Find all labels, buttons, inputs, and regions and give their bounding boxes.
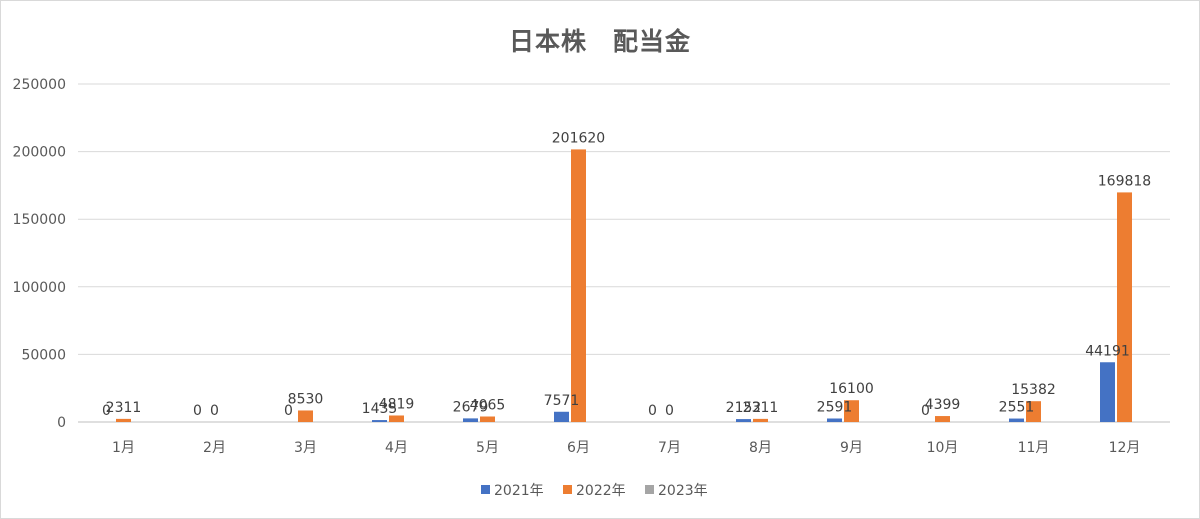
y-tick-label: 50000: [21, 347, 66, 363]
x-tick-label: 4月: [385, 440, 408, 456]
x-axis-ticks: 1月 2月 3月 4月 5月 6月 7月 8月 9月 10月 11月 12月: [112, 440, 1140, 456]
data-label: 0: [284, 403, 293, 419]
bar-2022年: [571, 149, 586, 422]
bar-2022年: [116, 418, 131, 422]
data-label: 15382: [1011, 382, 1056, 398]
bar-2022年: [1026, 401, 1041, 422]
data-label: 44191: [1085, 343, 1130, 359]
x-tick-label: 8月: [749, 440, 772, 456]
bar-2021年: [554, 411, 569, 422]
data-label: 1435: [362, 401, 398, 417]
legend-swatch: [563, 485, 572, 494]
gridlines: [78, 83, 1170, 423]
data-label: 2152: [726, 400, 762, 416]
y-axis-ticks: 0 50000 100000 150000 200000 250000: [13, 77, 66, 431]
y-tick-label: 100000: [13, 280, 66, 296]
x-tick-label: 9月: [840, 440, 863, 456]
data-label: 4065: [470, 398, 506, 414]
bar-2021年: [736, 419, 751, 422]
data-label: 2591: [817, 399, 853, 415]
data-label: 4399: [925, 397, 961, 413]
data-label: 0: [648, 403, 657, 419]
bars: [116, 149, 1132, 422]
data-label: 16100: [829, 381, 874, 397]
chart-title: 日本株 配当金: [508, 27, 691, 56]
bar-2022年: [844, 400, 859, 422]
data-label: 2311: [743, 400, 779, 416]
y-tick-label: 0: [57, 415, 66, 431]
y-tick-label: 150000: [13, 212, 66, 228]
legend-label: 2021年: [494, 483, 544, 499]
bar-2022年: [935, 416, 950, 422]
x-tick-label: 2月: [203, 440, 226, 456]
data-label: 0: [193, 403, 202, 419]
data-label: 0: [665, 403, 674, 419]
legend: 2021年 2022年 2023年: [481, 483, 708, 499]
data-label: 169818: [1098, 173, 1151, 189]
data-label: 0: [102, 403, 111, 419]
x-tick-label: 1月: [112, 440, 135, 456]
x-tick-label: 11月: [1018, 440, 1050, 456]
data-label: 8530: [288, 391, 324, 407]
data-label: 0: [210, 403, 219, 419]
data-label: 7571: [544, 393, 580, 409]
legend-swatch: [645, 485, 654, 494]
legend-swatch: [481, 485, 490, 494]
bar-2022年: [753, 418, 768, 422]
data-label: 0: [921, 403, 930, 419]
data-label: 201620: [552, 130, 605, 146]
bar-2021年: [827, 418, 842, 422]
x-tick-label: 12月: [1109, 440, 1141, 456]
bar-2021年: [463, 418, 478, 422]
bar-2021年: [372, 420, 387, 422]
x-tick-label: 5月: [476, 440, 499, 456]
x-tick-label: 6月: [567, 440, 590, 456]
x-tick-label: 10月: [927, 440, 959, 456]
bar-2021年: [1009, 418, 1024, 422]
legend-label: 2023年: [658, 483, 708, 499]
data-label: 2311: [106, 400, 142, 416]
bar-2022年: [480, 416, 495, 422]
x-tick-label: 7月: [658, 440, 681, 456]
data-label: 4819: [379, 396, 415, 412]
bar-2022年: [298, 410, 313, 422]
bar-2022年: [389, 415, 404, 422]
bar-2022年: [1117, 192, 1132, 422]
data-label: 2551: [999, 400, 1035, 416]
y-tick-label: 200000: [13, 145, 66, 161]
bar-2021年: [1100, 362, 1115, 422]
data-label: 2679: [453, 399, 489, 415]
legend-label: 2022年: [576, 483, 626, 499]
y-tick-label: 250000: [13, 77, 66, 93]
x-tick-label: 3月: [294, 440, 317, 456]
